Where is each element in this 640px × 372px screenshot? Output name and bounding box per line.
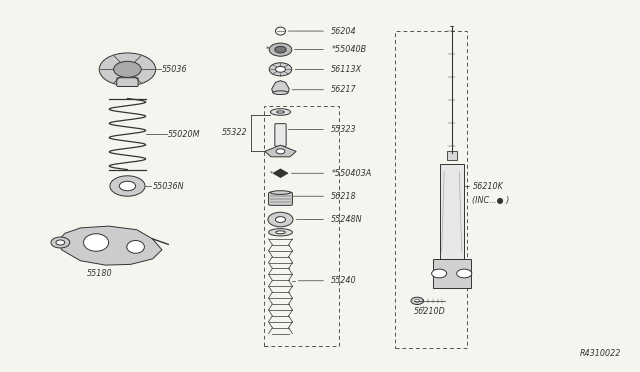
Ellipse shape [271, 191, 291, 195]
Circle shape [110, 176, 145, 196]
Bar [396, 31, 467, 348]
Text: *550403A: *550403A [332, 169, 372, 178]
FancyBboxPatch shape [447, 151, 457, 160]
Ellipse shape [271, 109, 291, 115]
Text: R4310022: R4310022 [580, 349, 621, 358]
Ellipse shape [276, 231, 285, 234]
Text: 55240: 55240 [332, 276, 357, 285]
Bar [264, 106, 339, 346]
Circle shape [411, 297, 424, 304]
Circle shape [268, 212, 293, 227]
Text: 55180: 55180 [86, 269, 112, 278]
Circle shape [51, 237, 70, 248]
Polygon shape [272, 81, 289, 93]
Polygon shape [58, 226, 162, 265]
Text: 56204: 56204 [332, 26, 357, 36]
FancyBboxPatch shape [116, 78, 138, 86]
Ellipse shape [273, 91, 288, 94]
Circle shape [275, 46, 286, 53]
Circle shape [269, 63, 292, 76]
Circle shape [457, 269, 472, 278]
Circle shape [275, 67, 285, 72]
Text: 55323: 55323 [332, 125, 357, 134]
FancyBboxPatch shape [275, 124, 286, 146]
Text: 56218: 56218 [332, 192, 357, 201]
Ellipse shape [276, 111, 284, 113]
Text: 55248N: 55248N [332, 215, 363, 224]
Text: 55036: 55036 [162, 65, 188, 74]
Text: *55040B: *55040B [332, 45, 367, 54]
Polygon shape [265, 145, 296, 157]
FancyBboxPatch shape [269, 192, 292, 205]
Circle shape [114, 61, 141, 77]
Circle shape [269, 43, 292, 56]
Circle shape [56, 240, 65, 245]
Ellipse shape [269, 229, 292, 236]
Text: *: * [266, 46, 269, 52]
Polygon shape [273, 169, 288, 177]
Ellipse shape [276, 149, 285, 154]
Circle shape [99, 53, 156, 86]
Text: (INC...● ): (INC...● ) [472, 196, 509, 205]
Circle shape [415, 299, 420, 302]
Text: 56210D: 56210D [414, 307, 446, 315]
Text: 56210K: 56210K [472, 182, 503, 190]
Text: *: * [270, 170, 273, 175]
Bar [433, 259, 470, 288]
Text: 55020M: 55020M [168, 129, 201, 138]
Circle shape [275, 217, 285, 222]
Text: 55322: 55322 [222, 128, 248, 137]
Bar [440, 164, 463, 259]
Circle shape [119, 181, 136, 191]
Text: 56217: 56217 [332, 85, 357, 94]
Text: 56113X: 56113X [332, 65, 362, 74]
Ellipse shape [84, 234, 109, 251]
Text: 55036N: 55036N [152, 182, 184, 190]
Ellipse shape [127, 241, 145, 253]
Circle shape [431, 269, 447, 278]
